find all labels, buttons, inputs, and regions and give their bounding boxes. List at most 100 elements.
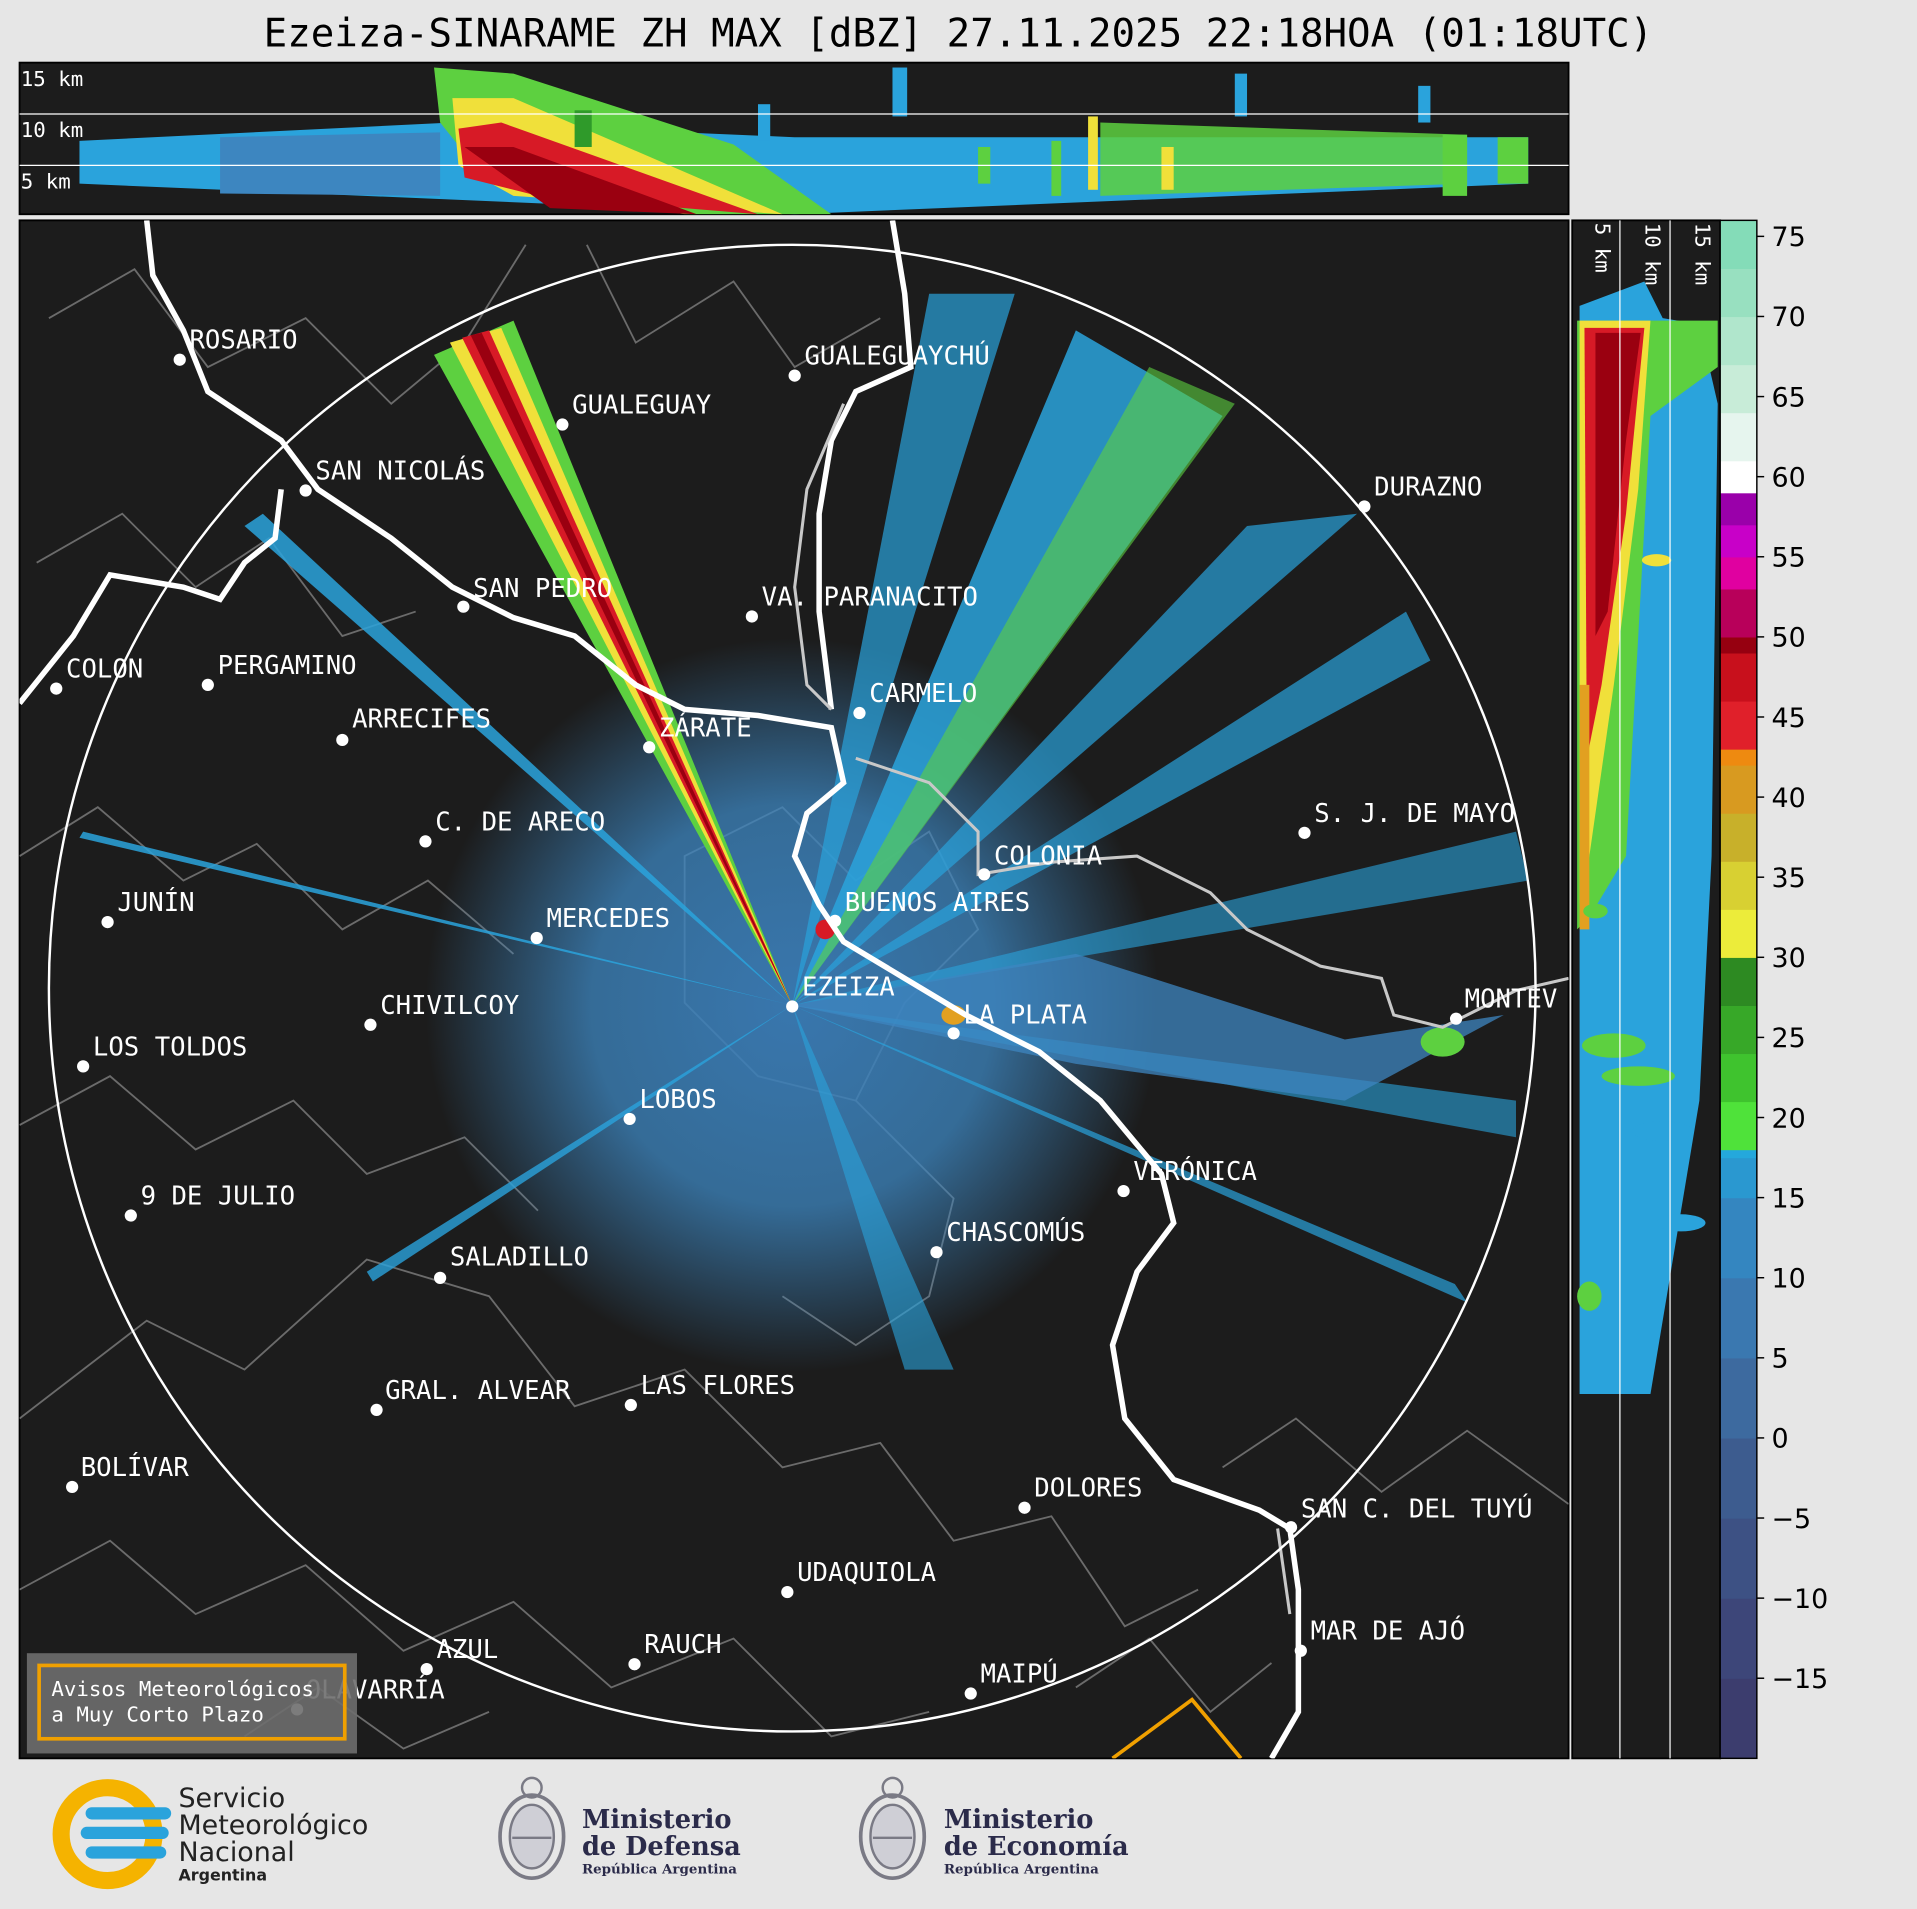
colorbar-tick-label: 5 (1772, 1344, 1789, 1375)
colorbar-segment (1720, 220, 1757, 270)
colorbar-tick-label: −10 (1772, 1584, 1829, 1615)
city-label: AZUL (436, 1635, 498, 1665)
colorbar-tick-label: 40 (1772, 783, 1806, 814)
city-s-j-de-mayo: S. J. DE MAYO (1298, 799, 1515, 839)
top-height-label-5: 5 km (21, 170, 71, 194)
colorbar-tick-label: −5 (1772, 1504, 1812, 1535)
colorbar-segment (1720, 1518, 1757, 1599)
city-c-de-areco: C. DE ARECO (419, 807, 605, 848)
city-label: DURAZNO (1374, 472, 1482, 502)
river-lines (793, 403, 1569, 1615)
city-zarate: ZÁRATE (643, 711, 752, 754)
colorbar-tick-label: 55 (1772, 543, 1806, 574)
city-la-plata: LA PLATA (947, 1001, 1087, 1040)
colorbar-segment (1720, 524, 1757, 558)
colorbar-tick-label: 15 (1772, 1183, 1806, 1214)
warnings-button-line2: a Muy Corto Plazo (51, 1703, 264, 1727)
city-gualeguay: GUALEGUAY (556, 391, 711, 431)
city-chascomus: CHASCOMÚS (930, 1216, 1085, 1259)
defensa-logo: Ministerio de Defensa República Argentin… (498, 1776, 741, 1880)
city-label: LOS TOLDOS (93, 1032, 247, 1062)
city-san-nicolas: SAN NICOLÁS (299, 455, 485, 497)
smn-line2: Meteorológico (178, 1810, 368, 1841)
city-label: COLONIA (994, 842, 1102, 872)
city-las-flores: LAS FLORES (624, 1371, 795, 1412)
economia-line3: República Argentina (944, 1861, 1099, 1877)
city-label: ARRECIFES (352, 705, 491, 735)
city-rosario: ROSARIO (173, 326, 298, 366)
city-label: MAIPÚ (981, 1658, 1058, 1690)
city-label: MAR DE AJÓ (1311, 1615, 1465, 1647)
city-label: SAN NICOLÁS (315, 455, 485, 487)
city-label: ROSARIO (189, 326, 297, 356)
colorbar-tick-label: −15 (1772, 1664, 1829, 1695)
city-label: GUALEGUAYCHÚ (804, 340, 989, 372)
city-udaquiola: UDAQUIOLA (781, 1558, 936, 1599)
colorbar-tick-label: 30 (1772, 943, 1806, 974)
city-mercedes: MERCEDES (530, 904, 670, 945)
colorbar-tick-label: 75 (1772, 222, 1806, 253)
colorbar-segment (1720, 813, 1757, 862)
colorbar-segment (1720, 1005, 1757, 1055)
warnings-button[interactable]: Avisos Meteorológicos a Muy Corto Plazo (26, 1653, 357, 1754)
city-durazno: DURAZNO (1358, 472, 1482, 513)
defensa-line2: de Defensa (582, 1832, 741, 1862)
economia-logo: Ministerio de Economía República Argenti… (858, 1776, 1129, 1880)
colorbar-segment (1720, 316, 1757, 366)
city-saladillo: SALADILLO (434, 1243, 589, 1284)
city-label: GRAL. ALVEAR (385, 1376, 571, 1406)
city-label: 9 DE JULIO (141, 1182, 295, 1212)
city-veronica: VERÓNICA (1117, 1155, 1257, 1198)
colorbar-segment (1720, 636, 1757, 654)
colorbar-segment (1720, 700, 1757, 750)
colorbar-segment (1720, 861, 1757, 910)
warning-polygon (1111, 1697, 1243, 1759)
argentine-coat-of-arms-icon (858, 1776, 927, 1880)
city-colon: COLON (50, 655, 143, 695)
top-height-label-15: 15 km (21, 67, 84, 91)
city-label: LA PLATA (963, 1001, 1087, 1031)
range-ring (47, 243, 1537, 1733)
colorbar-segment (1720, 460, 1757, 494)
city-9-de-julio: 9 DE JULIO (124, 1182, 295, 1222)
colorbar-tick-label: 20 (1772, 1103, 1806, 1134)
smn-line1: Servicio (178, 1783, 285, 1814)
city-bolivar: BOLÍVAR (66, 1451, 189, 1494)
city-junin: JUNÍN (101, 886, 195, 929)
city-colonia: COLONIA (978, 842, 1102, 881)
city-gral-alvear: GRAL. ALVEAR (370, 1376, 571, 1417)
coastline (19, 220, 1302, 1759)
city-label: VA. PARANACITO (762, 582, 978, 612)
city-dolores: DOLORES (1018, 1474, 1142, 1514)
colorbar-segment (1720, 492, 1757, 526)
colorbar-segment (1720, 1357, 1757, 1439)
colorbar-segment (1720, 412, 1757, 462)
economia-line2: de Economía (944, 1832, 1129, 1862)
city-label: S. J. DE MAYO (1314, 799, 1515, 829)
city-label: SAN PEDRO (473, 574, 612, 604)
city-label: SALADILLO (450, 1243, 589, 1273)
colorbar-segment (1720, 1277, 1757, 1359)
city-lobos: LOBOS (623, 1085, 717, 1126)
colorbar-segment (1720, 909, 1757, 958)
city-label: MERCEDES (546, 904, 670, 934)
colorbar-segment (1720, 268, 1757, 318)
city-gualeguaychu: GUALEGUAYCHÚ (788, 340, 990, 382)
city-pergamino: PERGAMINO (201, 651, 357, 692)
city-arrecifes: ARRECIFES (336, 705, 491, 747)
colorbar-tick-label: 35 (1772, 863, 1806, 894)
colorbar-segment (1720, 1157, 1757, 1199)
city-label: EZEIZA (802, 972, 895, 1002)
argentine-coat-of-arms-icon (498, 1776, 566, 1880)
colorbar-segment (1720, 556, 1757, 590)
smn-line4: Argentina (178, 1866, 267, 1885)
city-carmelo: CARMELO (853, 679, 977, 720)
city-label: COLON (66, 655, 143, 685)
city-label: CHIVILCOY (380, 991, 519, 1021)
colorbar-scale (1720, 220, 1757, 1759)
city-markers: ROSARIO GUALEGUAYCHÚ GUALEGUAY SAN NICOL… (50, 326, 1557, 1716)
city-label: VERÓNICA (1133, 1155, 1257, 1187)
colorbar-tick-label: 65 (1772, 382, 1806, 413)
